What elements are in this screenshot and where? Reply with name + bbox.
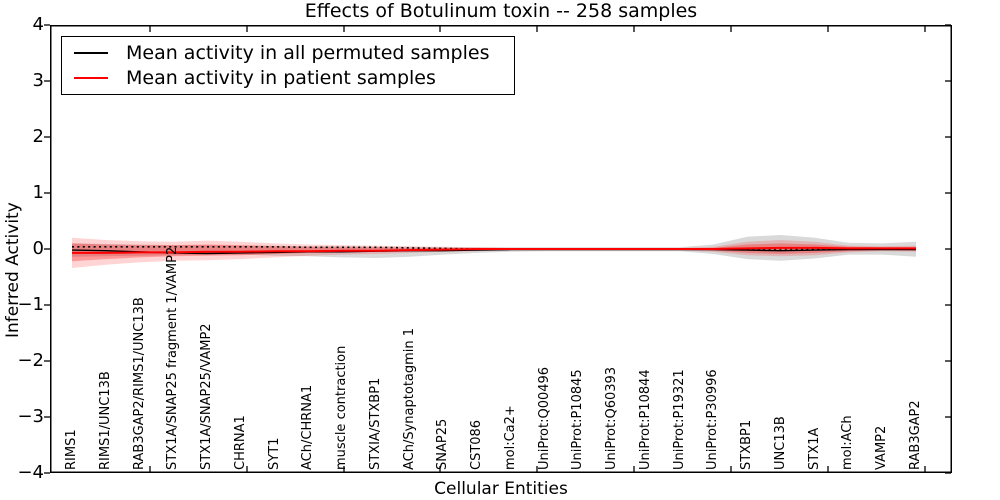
x-category-label: muscle contraction <box>334 345 350 470</box>
x-axis-label: Cellular Entities <box>434 479 568 499</box>
y-tick-label: −2 <box>17 350 44 371</box>
y-tick-label: 4 <box>32 14 44 35</box>
legend-label-patient: Mean activity in patient samples <box>126 66 436 89</box>
legend-line-red <box>74 76 108 79</box>
x-category-label: VAMP2 <box>874 425 890 470</box>
legend: Mean activity in all permuted samples Me… <box>61 36 515 95</box>
x-category-label: UniProt:Q60393 <box>604 366 620 470</box>
legend-line-black <box>74 52 108 55</box>
axes-spines <box>50 25 952 473</box>
x-category-label: UNC13B <box>772 416 788 470</box>
legend-item-patient: Mean activity in patient samples <box>72 67 514 89</box>
legend-label-permuted: Mean activity in all permuted samples <box>126 42 490 65</box>
x-category-label: CST086 <box>469 419 485 470</box>
y-tick-label: 1 <box>32 182 44 203</box>
y-tick-labels: 4 3 2 1 0 −1 −2 −3 −4 <box>0 0 44 500</box>
y-tick-label: −4 <box>17 462 44 483</box>
x-category-label: UniProt:P30996 <box>705 369 721 470</box>
x-category-label: SYT1 <box>266 437 282 470</box>
plot-canvas <box>44 24 952 474</box>
band-patient-samples-range-inner <box>72 243 916 262</box>
x-category-label: UniProt:Q00496 <box>536 366 552 470</box>
x-category-label: UniProt:P10844 <box>637 369 653 470</box>
y-tick-label: 0 <box>32 238 44 259</box>
x-category-label: ACh/CHRNA1 <box>300 384 316 470</box>
series-line-patient-mean <box>72 246 916 254</box>
x-category-label: STXBP1 <box>739 419 755 470</box>
x-category-label: CHRNA1 <box>232 415 248 470</box>
x-category-label: STXIA/STXBP1 <box>367 377 383 470</box>
x-category-label: SNAP25 <box>435 418 451 470</box>
legend-item-permuted: Mean activity in all permuted samples <box>72 42 514 64</box>
x-category-label: UniProt:P19321 <box>671 369 687 470</box>
y-tick-label: −1 <box>17 294 44 315</box>
x-category-label: RIMS1 <box>64 429 79 470</box>
x-category-label: STX1A/SNAP25/VAMP2 <box>199 323 215 470</box>
y-tick-label: 3 <box>32 70 44 91</box>
x-category-label: RAB3GAP2/RIMS1/UNC13B <box>131 297 147 470</box>
band-permuted-samples-range <box>72 235 916 261</box>
band-patient-samples-range-outer <box>72 237 916 268</box>
y-tick-label: −3 <box>17 406 44 427</box>
x-category-label: STX1A <box>806 427 822 470</box>
y-tick-label: 2 <box>32 126 44 147</box>
chart-title: Effects of Botulinum toxin -- 258 sample… <box>304 0 698 22</box>
x-category-label: RIMS1/UNC13B <box>97 371 113 470</box>
plot-area <box>44 24 952 474</box>
x-category-label: RAB3GAP2 <box>908 400 923 470</box>
x-category-label: mol:Ca2+ <box>502 405 518 470</box>
x-category-label: ACh/Synaptotagmin 1 <box>401 327 417 470</box>
x-category-label: UniProt:P10845 <box>570 369 586 470</box>
x-category-label: mol:ACh <box>840 415 856 470</box>
x-category-label: STX1A/SNAP25 fragment 1/VAMP2 <box>165 246 181 470</box>
